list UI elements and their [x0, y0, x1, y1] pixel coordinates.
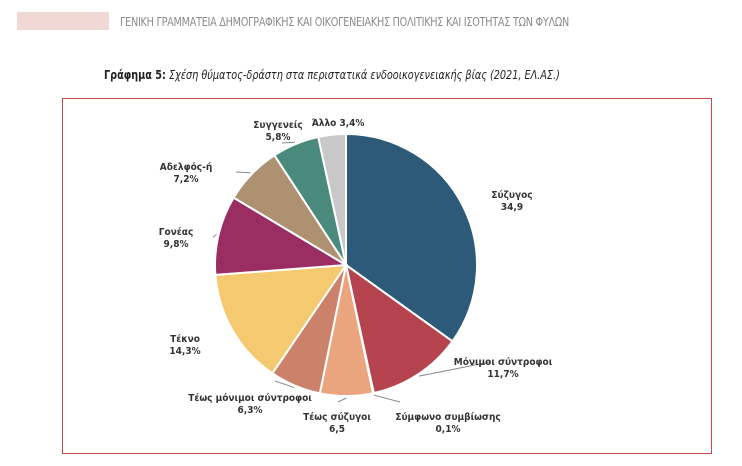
slice-value: 9,8% — [163, 239, 189, 250]
slice-value: 0,1% — [435, 424, 461, 435]
data-label: Γονέας 9,8% — [159, 227, 194, 251]
leader-line-7 — [235, 171, 251, 174]
chart-frame — [62, 98, 712, 454]
pie-slice-0 — [345, 132, 478, 343]
pie-slice-9 — [317, 132, 347, 266]
data-label: Αδελφός-ή 7,2% — [160, 162, 213, 186]
slice-label: Άλλο — [311, 118, 337, 129]
chart-title-prefix: Γράφημα 5: — [104, 67, 166, 82]
slice-value: 34,9 — [500, 202, 524, 213]
data-label: Τέως σύζυγοι 6,5 — [303, 412, 371, 436]
slice-label: Τέκνο — [170, 334, 200, 345]
pie-slice-6 — [214, 196, 350, 276]
data-label: Τέως μόνιμοι σύντροφοι 6,3% — [188, 393, 312, 417]
slice-label: Συγγενείς — [253, 120, 303, 131]
chart-title: Γράφημα 5: Σχέση θύματος-δράστη στα περι… — [104, 67, 560, 82]
header-accent-bar — [17, 12, 109, 30]
data-label: Σύζυγος 34,9 — [491, 190, 532, 214]
leader-line-2 — [373, 394, 401, 403]
slice-value: 3,4% — [339, 118, 365, 129]
data-label: Συγγενείς 5,8% — [253, 120, 302, 144]
slice-label: Αδελφός-ή — [159, 162, 213, 173]
leader-line-4 — [274, 380, 295, 389]
slice-value: 6,3% — [237, 405, 263, 416]
slice-value: 14,3% — [169, 346, 201, 357]
slice-label: Τέως μόνιμοι σύντροφοι — [188, 393, 312, 404]
data-label: Τέκνο 14,3% — [169, 334, 200, 358]
leader-line-1 — [418, 361, 491, 377]
data-label: Σύμφωνο συμβίωσης 0,1% — [395, 412, 500, 436]
leader-line-3 — [337, 397, 347, 403]
pie-slice-1 — [344, 262, 454, 395]
slice-label: Σύζυγος — [491, 190, 533, 201]
slice-label: Γονέας — [158, 227, 194, 238]
chart-title-text: Σχέση θύματος-δράστη στα περιστατικά ενδ… — [168, 67, 560, 82]
slice-value: 7,2% — [173, 174, 199, 185]
leader-line-6 — [212, 233, 217, 238]
data-label: Άλλο 3,4% — [312, 118, 365, 130]
header-text: ΓΕΝΙΚΗ ΓΡΑΜΜΑΤΕΙΑ ΔΗΜΟΓΡΑΦΙΚΗΣ ΚΑΙ ΟΙΚΟΓ… — [120, 14, 569, 29]
data-label: Μόνιμοι σύντροφοι 11,7% — [454, 357, 553, 381]
slice-label: Σύμφωνο συμβίωσης — [395, 412, 501, 423]
slice-value: 5,8% — [265, 132, 291, 143]
slice-label: Τέως σύζυγοι — [303, 412, 371, 423]
slice-value: 6,5 — [329, 424, 345, 435]
pie-slice-5 — [214, 263, 348, 375]
slice-value: 11,7% — [487, 369, 519, 380]
slice-label: Μόνιμοι σύντροφοι — [453, 357, 553, 368]
leader-line-8 — [281, 141, 295, 144]
